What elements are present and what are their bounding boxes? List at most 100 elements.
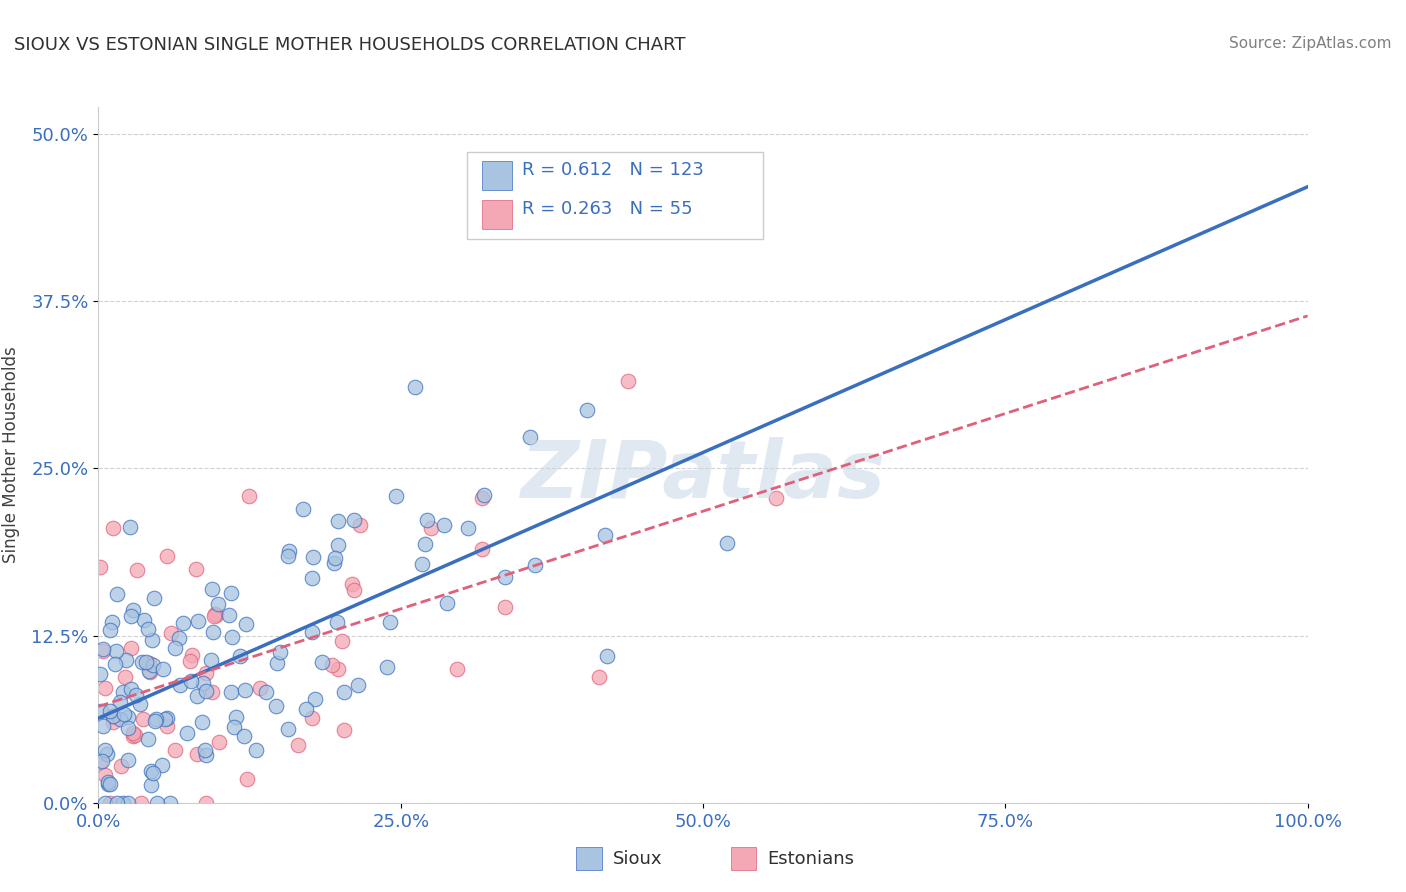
Point bbox=[195, 666, 218, 681]
Point bbox=[195, 747, 218, 762]
Point bbox=[326, 538, 349, 552]
Point bbox=[193, 676, 215, 690]
Point bbox=[152, 758, 174, 772]
Point bbox=[233, 682, 256, 697]
Point bbox=[416, 513, 439, 527]
Point bbox=[139, 778, 162, 792]
Point bbox=[180, 674, 202, 689]
Point bbox=[101, 615, 124, 629]
Point bbox=[176, 725, 198, 739]
Point bbox=[343, 513, 366, 527]
Point bbox=[194, 684, 217, 698]
Point bbox=[218, 607, 240, 622]
Point bbox=[266, 656, 288, 670]
Point bbox=[112, 685, 135, 699]
Point bbox=[333, 723, 356, 737]
Text: SIOUX VS ESTONIAN SINGLE MOTHER HOUSEHOLDS CORRELATION CHART: SIOUX VS ESTONIAN SINGLE MOTHER HOUSEHOL… bbox=[14, 36, 686, 54]
Point bbox=[145, 714, 167, 729]
Point bbox=[326, 662, 349, 676]
Point bbox=[190, 714, 212, 729]
Point bbox=[269, 645, 291, 659]
FancyBboxPatch shape bbox=[467, 153, 763, 239]
Point bbox=[186, 747, 208, 761]
Point bbox=[195, 796, 218, 810]
Point bbox=[343, 583, 366, 598]
Point bbox=[103, 709, 125, 723]
Point bbox=[91, 754, 114, 768]
Point bbox=[110, 695, 132, 709]
Point bbox=[576, 403, 599, 417]
Point bbox=[114, 670, 136, 684]
Point bbox=[142, 766, 165, 780]
Point bbox=[349, 518, 371, 533]
Point bbox=[122, 726, 145, 740]
Point bbox=[94, 681, 117, 696]
Point bbox=[105, 587, 128, 601]
Point bbox=[245, 743, 267, 757]
Point bbox=[156, 549, 179, 563]
Point bbox=[181, 648, 204, 662]
Point bbox=[138, 665, 160, 679]
Point bbox=[89, 559, 111, 574]
Point bbox=[419, 521, 441, 535]
Point bbox=[340, 577, 363, 591]
Point bbox=[169, 632, 191, 646]
Point bbox=[142, 591, 165, 605]
Point bbox=[494, 600, 516, 615]
Point bbox=[249, 681, 271, 696]
Point bbox=[494, 570, 516, 584]
FancyBboxPatch shape bbox=[482, 161, 512, 190]
Point bbox=[145, 796, 167, 810]
Point bbox=[208, 735, 231, 749]
Point bbox=[716, 536, 738, 550]
Point bbox=[301, 711, 323, 725]
Point bbox=[411, 558, 433, 572]
Point bbox=[201, 582, 224, 596]
Point bbox=[117, 710, 139, 724]
Point bbox=[225, 710, 247, 724]
Point bbox=[471, 491, 494, 505]
Point bbox=[277, 549, 299, 563]
Point bbox=[254, 685, 277, 699]
Point bbox=[375, 659, 398, 673]
Point bbox=[114, 652, 136, 666]
Point bbox=[765, 491, 787, 505]
Point bbox=[120, 609, 142, 624]
Point bbox=[322, 556, 344, 570]
Point bbox=[524, 558, 547, 572]
Point bbox=[184, 562, 207, 576]
Point bbox=[98, 796, 121, 810]
Point bbox=[385, 489, 408, 503]
Point bbox=[301, 624, 323, 639]
Point bbox=[301, 571, 323, 585]
Point bbox=[219, 586, 242, 600]
Point bbox=[433, 517, 456, 532]
Y-axis label: Single Mother Households: Single Mother Households bbox=[3, 347, 20, 563]
Point bbox=[207, 597, 229, 611]
Point bbox=[89, 756, 111, 770]
Point bbox=[187, 614, 209, 628]
Point bbox=[94, 796, 117, 810]
Point bbox=[131, 655, 153, 669]
Point bbox=[186, 689, 208, 703]
Point bbox=[104, 657, 127, 671]
Point bbox=[616, 374, 638, 388]
Point bbox=[145, 712, 167, 726]
Point bbox=[436, 596, 458, 610]
Point bbox=[596, 648, 619, 663]
Point bbox=[91, 642, 114, 657]
Point bbox=[201, 685, 224, 699]
Point bbox=[235, 772, 257, 786]
Point bbox=[321, 658, 343, 673]
Point bbox=[311, 655, 333, 669]
Point bbox=[97, 777, 120, 791]
Point bbox=[110, 759, 132, 773]
Point bbox=[127, 563, 149, 577]
Point bbox=[224, 720, 246, 734]
Point bbox=[112, 796, 135, 810]
Point bbox=[112, 706, 135, 721]
Point bbox=[202, 609, 225, 624]
Text: Estonians: Estonians bbox=[768, 849, 855, 868]
Point bbox=[266, 699, 288, 714]
Point bbox=[135, 655, 157, 669]
